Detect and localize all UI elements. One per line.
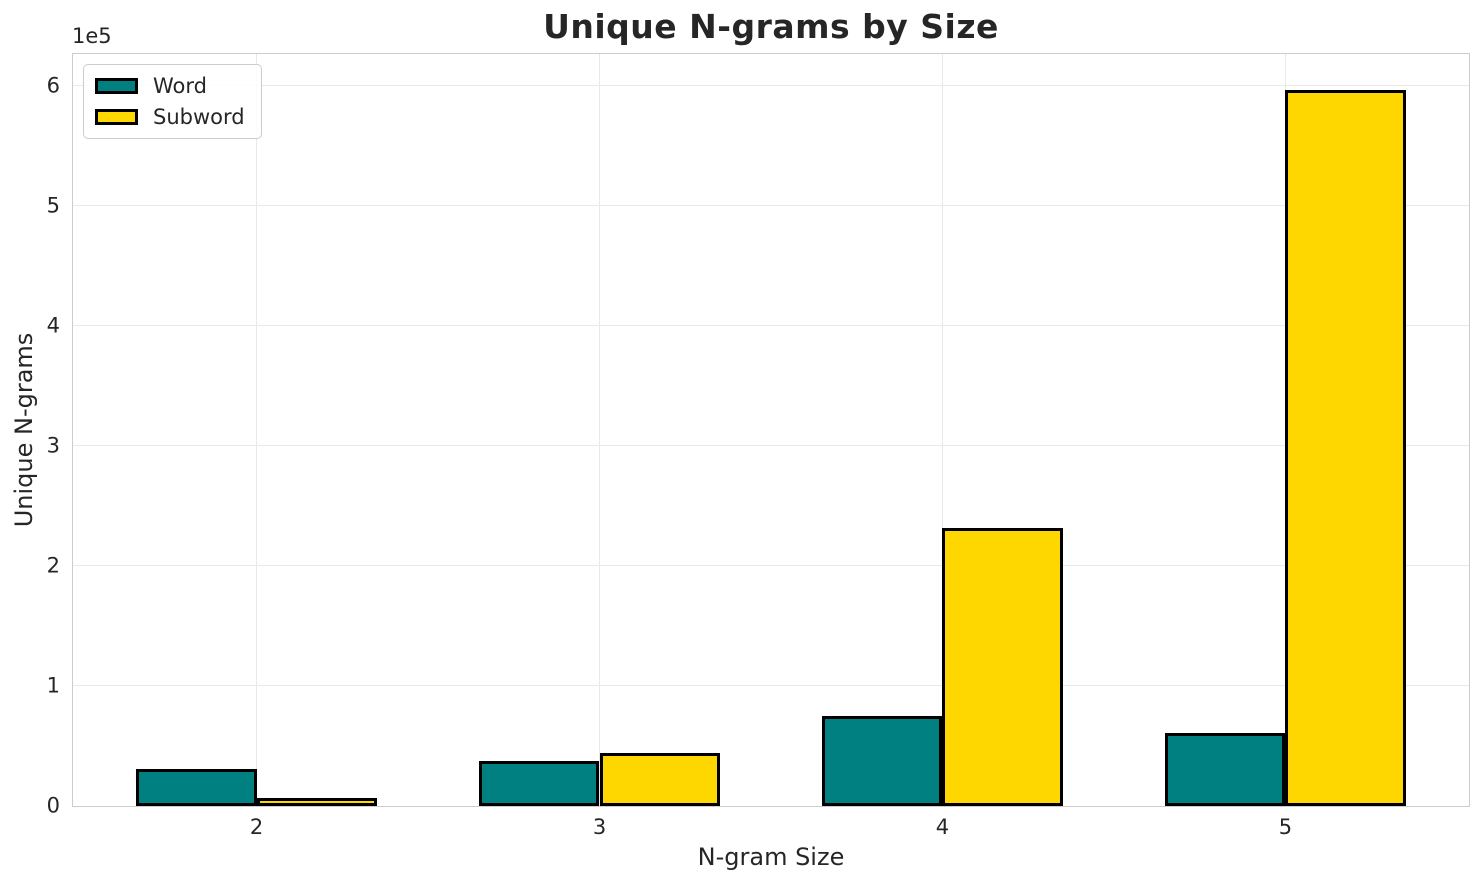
bar-word-5 [1165, 732, 1286, 806]
legend-item-word: Word [95, 74, 245, 98]
word-swatch [95, 78, 138, 95]
x-tick-label-2: 2 [249, 815, 264, 839]
gridline-h-1 [73, 684, 1469, 687]
bar-subword-5 [1285, 89, 1406, 806]
chart-title: Unique N-grams by Size [543, 7, 999, 46]
gridline-h-5 [73, 204, 1469, 207]
bar-word-3 [479, 761, 600, 806]
gridline-v-3 [598, 54, 601, 806]
x-axis-label: N-gram Size [697, 843, 845, 871]
y-tick-label-0: 0 [46, 793, 60, 818]
y-tick-label-6: 6 [46, 73, 60, 98]
subword-swatch [95, 109, 138, 126]
plot-area: Word Subword 0 1 2 3 4 5 6 2 3 4 5 [47, 53, 1470, 838]
gridline-v-2 [255, 54, 258, 806]
y-tick-label-3: 3 [46, 433, 60, 458]
y-tick-label-2: 2 [46, 553, 60, 578]
legend: Word Subword [83, 64, 262, 140]
bar-subword-2 [256, 798, 377, 806]
x-tick-label-4: 4 [935, 815, 950, 839]
x-tick-label-5: 5 [1278, 815, 1293, 839]
gridline-h-3 [73, 444, 1469, 447]
bar-subword-4 [942, 527, 1063, 806]
gridline-h-6 [73, 84, 1469, 87]
legend-label-word: Word [153, 74, 207, 98]
bar-word-2 [136, 768, 257, 806]
x-tick-label-3: 3 [592, 815, 607, 839]
y-axis-offset-label: 1e5 [72, 24, 112, 48]
y-tick-label-1: 1 [46, 673, 60, 698]
y-tick-label-4: 4 [46, 313, 60, 338]
legend-item-subword: Subword [95, 105, 245, 129]
bar-word-4 [822, 716, 943, 806]
legend-label-subword: Subword [153, 105, 245, 130]
gridline-h-4 [73, 324, 1469, 327]
gridline-h-2 [73, 564, 1469, 567]
bar-subword-3 [599, 753, 720, 806]
y-tick-label-5: 5 [46, 193, 60, 218]
y-axis-label: Unique N-grams [10, 332, 38, 528]
gridline-v-4 [941, 54, 944, 806]
